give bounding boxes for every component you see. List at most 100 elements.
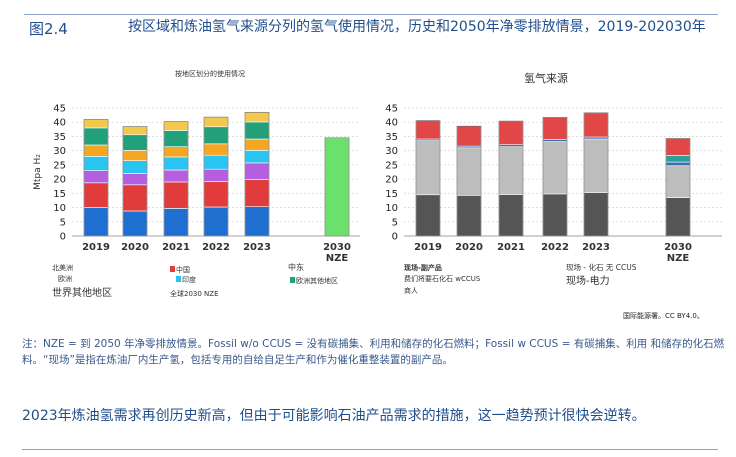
bar-segment [542, 117, 568, 140]
x-tick-label: 2022 [202, 242, 230, 253]
x-tick-label: 2030 NZE [664, 242, 692, 264]
y-axis-label: Mtpa H₂ [33, 154, 43, 190]
figure-label: 图2.4 [29, 20, 68, 38]
x-tick-label: 2021 [162, 242, 190, 253]
bar-segment [83, 156, 109, 171]
chart-title: 氢气来源 [524, 71, 568, 85]
y-tick-label: 30 [53, 146, 66, 157]
y-tick-label: 15 [53, 189, 66, 200]
bar-segment [83, 144, 109, 157]
y-tick-label: 40 [53, 118, 66, 129]
bar-segment [203, 181, 229, 208]
bar-outline [542, 117, 568, 237]
bar-segment [665, 155, 691, 163]
bar-outline [244, 111, 270, 237]
bar-segment [203, 116, 229, 128]
legend-label: 商人 [404, 286, 418, 295]
chart-title: 按地区划分的使用情况 [175, 69, 245, 78]
y-tick-label: 35 [53, 132, 66, 143]
bar-segment [456, 195, 482, 237]
x-tick-label: 2023 [243, 242, 271, 253]
bar-segment [244, 162, 270, 180]
x-tick-label: 2019 [82, 242, 110, 253]
top-rule [24, 14, 718, 15]
bar-segment [163, 208, 189, 237]
legend-label: 现场 - 化石 无 CCUS [566, 262, 637, 272]
bar-segment [498, 146, 524, 195]
bar-segment [163, 181, 189, 209]
bar-segment [163, 146, 189, 158]
bar-segment [665, 165, 691, 198]
x-tick-label: 2019 [414, 242, 442, 253]
source-credit: 国际能源署。CC BY4.0。 [623, 312, 704, 320]
legend-label: 印度 [182, 275, 196, 284]
y-tick-label: 30 [385, 146, 398, 157]
bar-outline [324, 137, 350, 237]
legend-label: 现场-副产品 [404, 263, 442, 272]
legend-label: 现场-电力 [566, 274, 610, 287]
bar-outline [203, 116, 229, 237]
bar-outline [163, 121, 189, 237]
y-tick-label: 45 [385, 104, 398, 115]
legend-label: 中东 [288, 262, 304, 272]
bar-segment [415, 140, 441, 196]
chart-usage-by-region: 按地区划分的使用情况 Mtpa H₂ 0 5 10 15 20 25 30 35 40 45 2019 2… [33, 69, 360, 299]
bar-segment [203, 206, 229, 237]
bar-segment [83, 182, 109, 208]
bar-segment [122, 134, 148, 151]
bar-segment [542, 193, 568, 237]
y-tick-label: 10 [385, 203, 398, 214]
bar-segment [122, 160, 148, 174]
bar-segment [244, 121, 270, 140]
bar-outline [456, 125, 482, 237]
legend-swatch [290, 277, 295, 283]
bar-segment [83, 127, 109, 146]
bar-segment [324, 137, 350, 237]
bar-outline [665, 138, 691, 237]
legend-swatch [176, 276, 181, 282]
y-tick-label: 0 [392, 232, 398, 243]
y-tick-label: 20 [385, 175, 398, 186]
y-tick-label: 40 [385, 118, 398, 129]
legend-label: 世界其他地区 [52, 286, 112, 299]
bar-segment [244, 138, 270, 151]
bar-segment [163, 130, 189, 147]
bar-segment [203, 126, 229, 145]
legend-label: 费们将要石化石 wCCUS [404, 274, 481, 283]
bar-segment [244, 150, 270, 164]
bar-segment [83, 119, 109, 129]
bar-segment [583, 192, 609, 237]
x-tick-label: 2020 [121, 242, 149, 253]
x-tick-label: 2022 [541, 242, 569, 253]
bar-segment [122, 173, 148, 186]
bar-segment [665, 138, 691, 156]
bar-segment [122, 126, 148, 136]
footnote: 注：NZE = 到 2050 年净零排放情景。Fossil w/o CCUS =… [22, 338, 725, 366]
x-tick-label: 2021 [497, 242, 525, 253]
bar-segment [415, 120, 441, 140]
x-tick-label: 2030 NZE [323, 242, 351, 264]
bar-segment [203, 143, 229, 156]
x-tick-label: 2023 [582, 242, 610, 253]
conclusion-text: 2023年炼油氢需求再创历史新高，但由于可能影响石油产品需求的措施，这一趋势预计… [22, 408, 646, 424]
y-tick-label: 25 [385, 160, 398, 171]
bar-segment [665, 161, 691, 167]
bar-outline [498, 120, 524, 237]
y-tick-label: 15 [385, 189, 398, 200]
bar-segment [498, 194, 524, 237]
legend-label: 中国 [176, 265, 190, 274]
y-tick-label: 35 [385, 132, 398, 143]
bar-segment [456, 147, 482, 196]
bar-segment [203, 154, 229, 170]
bar-segment [583, 112, 609, 138]
bar-outline [415, 120, 441, 237]
y-tick-label: 10 [53, 203, 66, 214]
bar-segment [122, 210, 148, 237]
y-tick-label: 25 [53, 160, 66, 171]
legend-label: 欧洲 [58, 274, 72, 283]
bar-segment [244, 179, 270, 208]
bar-outline [83, 119, 109, 237]
bar-segment [83, 170, 109, 184]
bar-segment [498, 120, 524, 145]
y-tick-label: 20 [53, 175, 66, 186]
